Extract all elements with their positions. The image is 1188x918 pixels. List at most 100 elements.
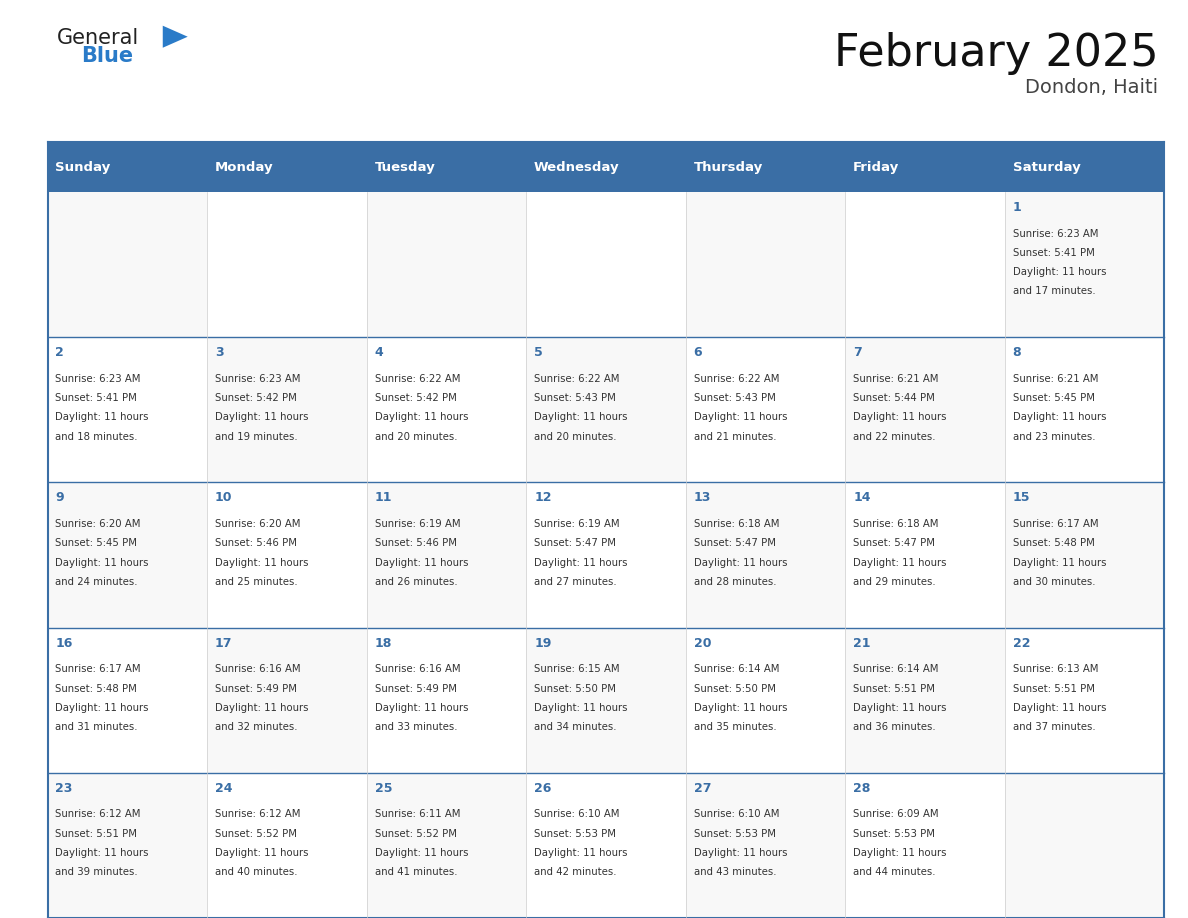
Text: and 18 minutes.: and 18 minutes. xyxy=(56,431,138,442)
Text: Sunrise: 6:14 AM: Sunrise: 6:14 AM xyxy=(853,665,939,674)
Text: Daylight: 11 hours: Daylight: 11 hours xyxy=(374,703,468,712)
Text: Sunset: 5:51 PM: Sunset: 5:51 PM xyxy=(1012,684,1094,693)
Bar xyxy=(685,192,845,337)
Bar xyxy=(367,482,526,628)
Text: Sunrise: 6:19 AM: Sunrise: 6:19 AM xyxy=(374,519,460,529)
Text: 12: 12 xyxy=(535,491,551,505)
Bar xyxy=(1005,192,1164,337)
Text: Daylight: 11 hours: Daylight: 11 hours xyxy=(1012,557,1106,567)
Bar xyxy=(367,192,526,337)
Text: Sunset: 5:42 PM: Sunset: 5:42 PM xyxy=(215,393,297,403)
Text: Sunrise: 6:10 AM: Sunrise: 6:10 AM xyxy=(694,810,779,820)
Text: Daylight: 11 hours: Daylight: 11 hours xyxy=(56,848,148,858)
Text: 9: 9 xyxy=(56,491,64,505)
Bar xyxy=(48,482,207,628)
Text: Sunrise: 6:13 AM: Sunrise: 6:13 AM xyxy=(1012,665,1098,674)
Bar xyxy=(207,192,367,337)
Bar xyxy=(48,773,207,918)
Text: 8: 8 xyxy=(1012,346,1022,359)
Text: Sunset: 5:47 PM: Sunset: 5:47 PM xyxy=(694,538,776,548)
Text: Sunset: 5:51 PM: Sunset: 5:51 PM xyxy=(853,684,935,693)
Text: and 44 minutes.: and 44 minutes. xyxy=(853,868,936,878)
Text: Daylight: 11 hours: Daylight: 11 hours xyxy=(694,557,788,567)
Text: and 40 minutes.: and 40 minutes. xyxy=(215,868,297,878)
Bar xyxy=(48,337,207,482)
Bar xyxy=(207,482,367,628)
Text: 20: 20 xyxy=(694,637,712,650)
Text: Daylight: 11 hours: Daylight: 11 hours xyxy=(694,412,788,422)
Text: Wednesday: Wednesday xyxy=(535,161,620,174)
Bar xyxy=(685,337,845,482)
Bar xyxy=(685,482,845,628)
Text: Sunset: 5:43 PM: Sunset: 5:43 PM xyxy=(694,393,776,403)
Text: Sunset: 5:49 PM: Sunset: 5:49 PM xyxy=(374,684,456,693)
Bar xyxy=(845,628,1005,773)
Text: and 30 minutes.: and 30 minutes. xyxy=(1012,577,1095,587)
Text: and 22 minutes.: and 22 minutes. xyxy=(853,431,936,442)
Text: Daylight: 11 hours: Daylight: 11 hours xyxy=(374,557,468,567)
Bar xyxy=(207,773,367,918)
Text: Daylight: 11 hours: Daylight: 11 hours xyxy=(215,557,309,567)
Text: Sunset: 5:53 PM: Sunset: 5:53 PM xyxy=(694,829,776,839)
Text: 10: 10 xyxy=(215,491,233,505)
Text: Sunrise: 6:17 AM: Sunrise: 6:17 AM xyxy=(56,665,141,674)
Text: and 21 minutes.: and 21 minutes. xyxy=(694,431,776,442)
Text: Daylight: 11 hours: Daylight: 11 hours xyxy=(374,848,468,858)
Text: Sunset: 5:45 PM: Sunset: 5:45 PM xyxy=(56,538,138,548)
Text: Sunset: 5:46 PM: Sunset: 5:46 PM xyxy=(374,538,456,548)
Text: and 34 minutes.: and 34 minutes. xyxy=(535,722,617,732)
Text: Daylight: 11 hours: Daylight: 11 hours xyxy=(1012,703,1106,712)
Bar xyxy=(207,337,367,482)
Text: Sunset: 5:52 PM: Sunset: 5:52 PM xyxy=(374,829,456,839)
Text: Daylight: 11 hours: Daylight: 11 hours xyxy=(535,557,627,567)
Text: Sunrise: 6:22 AM: Sunrise: 6:22 AM xyxy=(374,374,460,384)
Text: Daylight: 11 hours: Daylight: 11 hours xyxy=(56,412,148,422)
Text: Sunrise: 6:22 AM: Sunrise: 6:22 AM xyxy=(694,374,779,384)
Text: Daylight: 11 hours: Daylight: 11 hours xyxy=(853,848,947,858)
Text: Daylight: 11 hours: Daylight: 11 hours xyxy=(853,557,947,567)
Bar xyxy=(526,773,685,918)
Text: Sunset: 5:46 PM: Sunset: 5:46 PM xyxy=(215,538,297,548)
Text: Daylight: 11 hours: Daylight: 11 hours xyxy=(694,848,788,858)
Text: and 39 minutes.: and 39 minutes. xyxy=(56,868,138,878)
Text: Sunrise: 6:16 AM: Sunrise: 6:16 AM xyxy=(215,665,301,674)
Text: 19: 19 xyxy=(535,637,551,650)
Text: Sunrise: 6:20 AM: Sunrise: 6:20 AM xyxy=(56,519,141,529)
Text: and 25 minutes.: and 25 minutes. xyxy=(215,577,298,587)
Text: and 19 minutes.: and 19 minutes. xyxy=(215,431,298,442)
Text: 28: 28 xyxy=(853,782,871,795)
Bar xyxy=(526,337,685,482)
Text: Sunrise: 6:23 AM: Sunrise: 6:23 AM xyxy=(215,374,301,384)
Text: 16: 16 xyxy=(56,637,72,650)
Text: Sunset: 5:49 PM: Sunset: 5:49 PM xyxy=(215,684,297,693)
Text: and 24 minutes.: and 24 minutes. xyxy=(56,577,138,587)
Text: and 20 minutes.: and 20 minutes. xyxy=(374,431,457,442)
Bar xyxy=(685,142,845,192)
Text: Sunrise: 6:22 AM: Sunrise: 6:22 AM xyxy=(535,374,620,384)
Bar xyxy=(48,142,207,192)
Text: Daylight: 11 hours: Daylight: 11 hours xyxy=(694,703,788,712)
Text: Daylight: 11 hours: Daylight: 11 hours xyxy=(56,557,148,567)
Text: Sunrise: 6:23 AM: Sunrise: 6:23 AM xyxy=(1012,229,1098,239)
Text: Sunrise: 6:15 AM: Sunrise: 6:15 AM xyxy=(535,665,620,674)
Text: 15: 15 xyxy=(1012,491,1030,505)
Bar xyxy=(845,192,1005,337)
Text: Sunset: 5:51 PM: Sunset: 5:51 PM xyxy=(56,829,138,839)
Bar xyxy=(48,628,207,773)
Bar xyxy=(48,192,207,337)
Text: 7: 7 xyxy=(853,346,862,359)
Text: 26: 26 xyxy=(535,782,551,795)
Text: Daylight: 11 hours: Daylight: 11 hours xyxy=(215,703,309,712)
Text: Monday: Monday xyxy=(215,161,273,174)
Text: Sunrise: 6:23 AM: Sunrise: 6:23 AM xyxy=(56,374,141,384)
Bar xyxy=(367,773,526,918)
Bar xyxy=(367,337,526,482)
Text: and 26 minutes.: and 26 minutes. xyxy=(374,577,457,587)
Text: 3: 3 xyxy=(215,346,223,359)
Text: Saturday: Saturday xyxy=(1012,161,1080,174)
Bar xyxy=(685,628,845,773)
Text: Sunset: 5:48 PM: Sunset: 5:48 PM xyxy=(56,684,138,693)
Text: 22: 22 xyxy=(1012,637,1030,650)
Text: 23: 23 xyxy=(56,782,72,795)
Text: Dondon, Haiti: Dondon, Haiti xyxy=(1025,78,1158,97)
